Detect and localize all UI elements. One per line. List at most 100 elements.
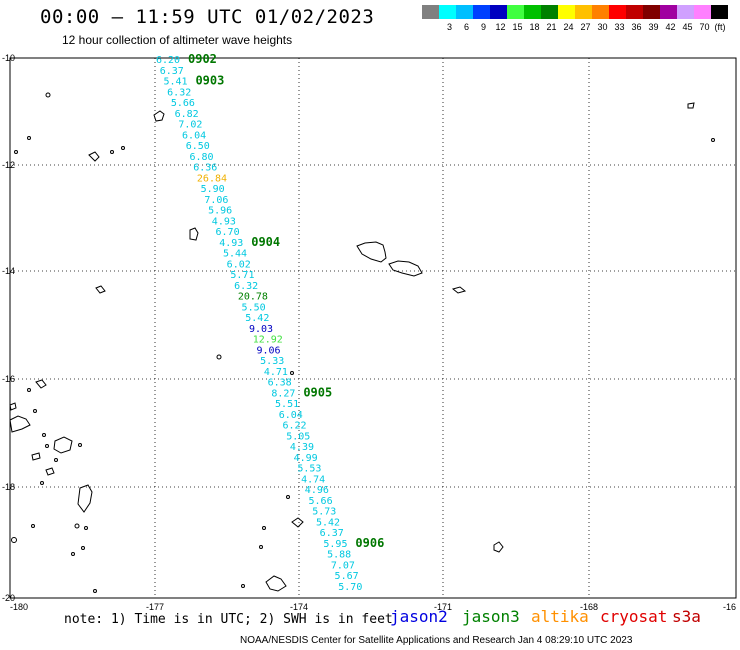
- swh-value: 4.74: [301, 474, 325, 485]
- legend-swatch: [711, 5, 728, 19]
- time-mark: 0905: [303, 385, 332, 399]
- swh-value: 6.37: [160, 66, 184, 77]
- swh-value: 5.96: [208, 206, 232, 217]
- legend-swatch: [626, 5, 643, 19]
- latitude-label: -20: [2, 593, 15, 603]
- samoa-savaii: [388, 260, 423, 277]
- legend-swatch: [643, 5, 660, 19]
- swh-value: 5.51: [275, 399, 299, 410]
- latitude-label: -14: [2, 266, 15, 276]
- swh-value: 5.73: [312, 507, 336, 518]
- swh-value: 5.66: [309, 496, 333, 507]
- legend-swatch: [507, 5, 524, 19]
- swh-value: 5.44: [223, 249, 247, 260]
- legend-label: 45: [682, 22, 693, 32]
- legend-swatch: [473, 5, 490, 19]
- time-mark: 0903: [195, 74, 224, 88]
- satellite-name: cryosat: [600, 607, 668, 626]
- legend-label: 24: [563, 22, 574, 32]
- satellite-name: s3a: [672, 607, 701, 626]
- credit-line: NOAA/NESDIS Center for Satellite Applica…: [240, 635, 633, 646]
- longitude-label: -177: [146, 602, 164, 612]
- swh-value: 5.70: [338, 582, 362, 593]
- legend-swatch: [575, 5, 592, 19]
- grid: [10, 58, 736, 598]
- legend-swatch: [541, 5, 558, 19]
- swh-value: 5.90: [201, 184, 225, 195]
- swh-value: 7.06: [204, 195, 228, 206]
- swh-value: 5.42: [245, 313, 269, 324]
- legend-label: 15: [512, 22, 523, 32]
- legend-label: 6: [463, 22, 469, 32]
- latitude-label: -16: [2, 374, 15, 384]
- swh-value: 4.39: [290, 442, 314, 453]
- swh-value: 4.93: [219, 238, 243, 249]
- swh-value: 5.05: [286, 431, 310, 442]
- longitude-label: -171: [434, 602, 452, 612]
- latitude-label: -12: [2, 160, 15, 170]
- swh-value: 26.84: [197, 173, 227, 184]
- longitude-label: -174: [290, 602, 308, 612]
- swh-value: 6.70: [216, 227, 240, 238]
- legend-swatch: [592, 5, 609, 19]
- swh-value: 6.22: [282, 421, 306, 432]
- swh-value: 5.67: [335, 571, 359, 582]
- legend-label: 39: [648, 22, 659, 32]
- swh-value: 6.37: [320, 528, 344, 539]
- swh-value: 9.06: [256, 345, 280, 356]
- satellite-name: jason2: [390, 607, 448, 626]
- swh-value: 6.02: [227, 259, 251, 270]
- time-mark: 0902: [188, 52, 217, 66]
- satellite-name: altika: [531, 607, 589, 626]
- legend-swatch: [422, 5, 439, 19]
- swh-value: 6.20: [156, 55, 180, 66]
- axis-tick-labels: -10 -12 -14 -16 -18 -20-180 -177 -174 -171 -168 -1…: [2, 53, 736, 612]
- swh-value: 6.82: [175, 109, 199, 120]
- altimeter-track: 6.206.375.416.325.666.827.026.046.506.80…: [156, 52, 384, 593]
- swh-value: 7.02: [178, 120, 202, 131]
- coastlines: [9, 92, 715, 593]
- swh-value: 6.32: [234, 281, 258, 292]
- legend-label: 9: [480, 22, 486, 32]
- swh-value: 5.66: [171, 98, 195, 109]
- latitude-label: -10: [2, 53, 15, 63]
- map-subtitle: 12 hour collection of altimeter wave hei…: [62, 33, 293, 47]
- time-mark: 0906: [355, 536, 384, 550]
- legend-label: 27: [580, 22, 591, 32]
- swh-value: 4.96: [305, 485, 329, 496]
- latitude-label: -18: [2, 482, 15, 492]
- legend-unit: (ft): [714, 22, 726, 32]
- swh-value: 5.88: [327, 550, 351, 561]
- swh-value: 5.41: [163, 77, 187, 88]
- legend-swatch: [609, 5, 626, 19]
- swh-value: 5.71: [230, 270, 254, 281]
- swh-value: 6.50: [186, 141, 210, 152]
- swh-value: 5.95: [323, 539, 347, 550]
- swh-value: 6.04: [279, 410, 303, 421]
- footer-note: note: 1) Time is in UTC; 2) SWH is in fe…: [64, 612, 393, 627]
- swh-value: 8.27: [271, 388, 295, 399]
- legend-label: 3: [446, 22, 452, 32]
- swh-value: 9.03: [249, 324, 273, 335]
- legend-swatch: [660, 5, 677, 19]
- legend-swatch: [694, 5, 711, 19]
- legend-label: 21: [546, 22, 557, 32]
- swh-value: 4.71: [264, 367, 288, 378]
- legend-label: 33: [614, 22, 625, 32]
- swh-value: 4.99: [294, 453, 318, 464]
- swh-value: 5.33: [260, 356, 284, 367]
- map-title: 00:00 – 11:59 UTC 01/02/2023: [40, 6, 375, 28]
- legend-label: 12: [495, 22, 506, 32]
- legend-swatch: [439, 5, 456, 19]
- legend-label: 18: [529, 22, 540, 32]
- samoa-upolu: [356, 241, 387, 263]
- longitude-label: -168: [580, 602, 598, 612]
- swh-value: 5.53: [297, 464, 321, 475]
- legend-label: 30: [597, 22, 608, 32]
- legend-swatch: [677, 5, 694, 19]
- legend-swatch: [490, 5, 507, 19]
- swh-value: 6.04: [182, 130, 206, 141]
- map-frame: [9, 57, 737, 599]
- swh-value: 5.42: [316, 517, 340, 528]
